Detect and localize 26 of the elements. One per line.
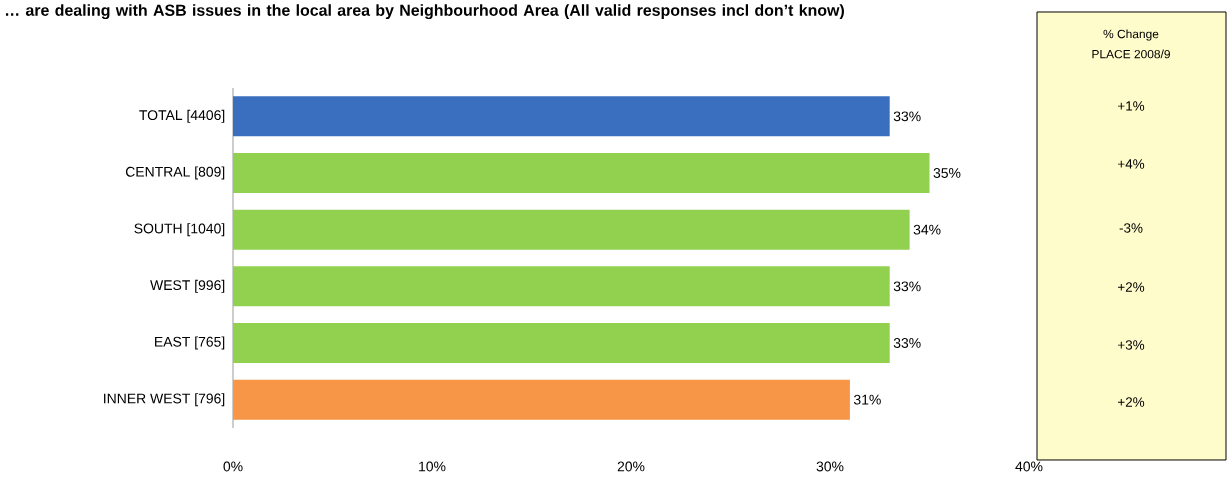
y-tick-label: WEST [996] (150, 279, 225, 293)
text: +2% (1118, 397, 1145, 407)
data-label: 34% (913, 224, 941, 235)
y-tick-label: TOTAL [4406] (139, 109, 225, 123)
text: +1% (1118, 101, 1145, 111)
x-tick-label: 40% (1015, 461, 1043, 472)
data-label: 33% (893, 281, 921, 292)
text: +2% (1118, 282, 1145, 292)
x-tick-label: 10% (419, 461, 446, 472)
x-tick-label: 30% (816, 461, 844, 472)
text: PLACE 2008/9 (1092, 49, 1170, 59)
text: +3% (1118, 340, 1145, 350)
data-label: 33% (893, 338, 921, 348)
y-tick-label: INNER WEST [796] (104, 393, 225, 407)
y-tick-label: EAST [765] (155, 336, 225, 350)
text: -3% (1119, 223, 1143, 233)
chart-title: … are dealing with ASB issues in the local area by Neighbourhood Area (All valid responses incl don’t know) (5, 4, 844, 20)
data-label: 35% (933, 168, 961, 178)
y-tick-label: CENTRAL [809] (125, 166, 225, 180)
data-label: 31% (853, 394, 881, 405)
data-label: 33% (893, 111, 921, 122)
x-tick-label: 20% (617, 461, 645, 472)
text: % Change (1103, 29, 1159, 41)
text: +4% (1118, 159, 1145, 169)
x-tick-label: 0% (223, 461, 243, 472)
y-tick-label: SOUTH [1040] (134, 223, 225, 237)
